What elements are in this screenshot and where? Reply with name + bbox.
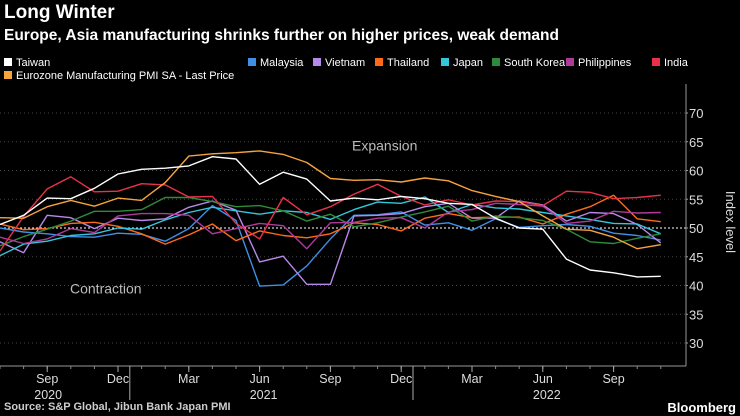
legend-item: India: [652, 57, 688, 69]
bloomberg-logo: Bloomberg: [667, 400, 736, 415]
chart-title: Long Winter: [4, 2, 115, 23]
y-tick-label: 45: [689, 250, 703, 265]
legend-item: Thailand: [375, 57, 429, 69]
legend-label: Taiwan: [16, 57, 51, 69]
series-line-taiwan: [0, 155, 661, 278]
legend-swatch: [566, 58, 574, 66]
y-tick-label: 30: [689, 336, 703, 351]
x-tick-label: Jun: [533, 372, 553, 386]
x-year-label: 2021: [250, 388, 278, 402]
y-axis: 30 35 40 45 50 55 60 65 70: [685, 84, 703, 366]
legend-item: Malaysia: [248, 57, 303, 69]
series-line-south-korea: [0, 196, 661, 247]
series-line-malaysia: [0, 204, 661, 287]
legend-label: India: [664, 57, 688, 69]
y-tick-label: 60: [689, 164, 703, 179]
legend-label: Eurozone Manufacturing PMI SA - Last Pri…: [16, 70, 235, 82]
y-tick-label: 55: [689, 192, 703, 207]
legend-swatch: [248, 58, 256, 66]
legend-swatch: [652, 58, 660, 66]
y-tick-label: 50: [689, 221, 703, 236]
x-tick-label: Jun: [250, 372, 270, 386]
y-axis-label: Index level: [723, 191, 738, 253]
x-tick-label: Sep: [319, 372, 341, 386]
annotation-contraction: Contraction: [70, 281, 142, 297]
legend-swatch: [313, 58, 321, 66]
chart-subtitle: Europe, Asia manufacturing shrinks furth…: [4, 27, 559, 44]
annotations: Expansion Contraction: [70, 137, 417, 296]
legend-swatch: [492, 58, 500, 66]
legend-item: Japan: [441, 57, 483, 69]
series-line-japan: [0, 196, 662, 257]
series-line-philippines: [0, 202, 661, 250]
source-note: Source: S&P Global, Jibun Bank Japan PMI: [4, 401, 231, 413]
legend-swatch: [4, 58, 12, 66]
x-tick-label: Dec: [390, 372, 412, 386]
legend-label: Thailand: [387, 57, 430, 69]
y-tick-label: 70: [689, 106, 703, 121]
legend-item: South Korea: [492, 57, 565, 69]
x-tick-label: Sep: [602, 372, 624, 386]
legend-label: Vietnam: [325, 57, 366, 69]
series-line-india: [0, 176, 661, 252]
series-line-eurozone-manufacturing-pmi-sa-last-price: [0, 150, 661, 250]
legend-item: Taiwan: [4, 57, 50, 69]
x-tick-label: Mar: [461, 372, 483, 386]
legend-swatch: [375, 58, 383, 66]
legend-item: Philippines: [566, 57, 631, 69]
series-line-vietnam: [0, 200, 662, 285]
legend: Taiwan Eurozone Manufacturing PMI SA - La…: [0, 0, 740, 90]
annotation-expansion: Expansion: [352, 137, 417, 153]
legend-label: Japan: [453, 57, 483, 69]
y-tick-label: 65: [689, 135, 703, 150]
legend-label: South Korea: [504, 57, 566, 69]
legend-item: Vietnam: [313, 57, 365, 69]
legend-label: Malaysia: [260, 57, 304, 69]
x-tick-label: Mar: [178, 372, 200, 386]
legend-item: Eurozone Manufacturing PMI SA - Last Pri…: [4, 70, 234, 82]
legend-swatch: [4, 71, 12, 79]
x-year-label: 2020: [34, 388, 62, 402]
y-tick-label: 35: [689, 307, 703, 322]
y-tick-label: 40: [689, 279, 703, 294]
x-tick-label: Dec: [107, 372, 129, 386]
x-axis: Sep Dec Mar Jun Sep Dec Mar Jun Sep 2020 2021 2022: [0, 365, 686, 402]
legend-label: Philippines: [578, 57, 632, 69]
legend-swatch: [441, 58, 449, 66]
x-year-label: 2022: [533, 388, 561, 402]
x-tick-label: Sep: [36, 372, 58, 386]
series-lines: [0, 150, 662, 287]
